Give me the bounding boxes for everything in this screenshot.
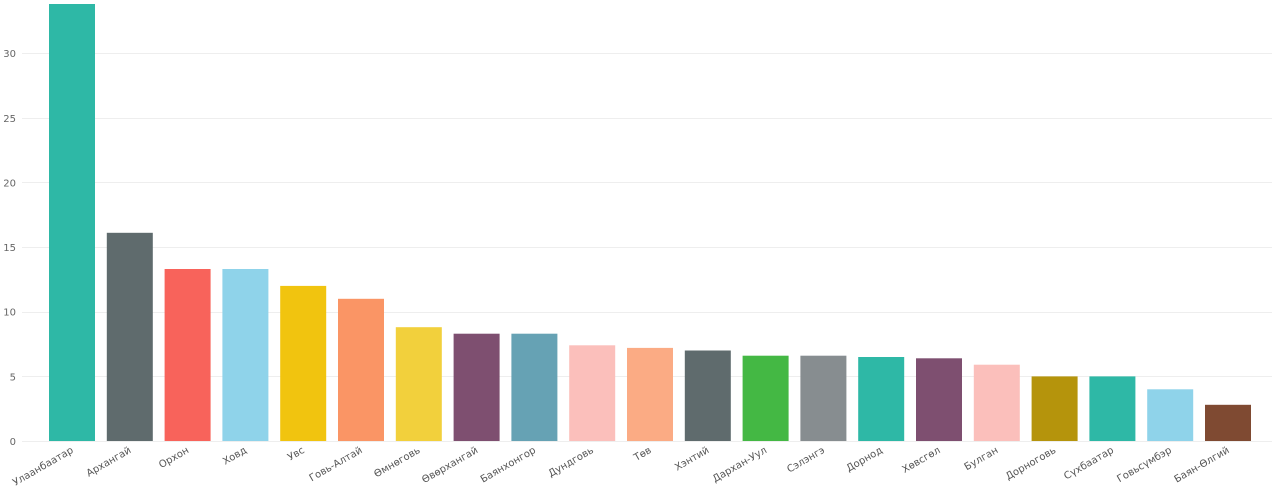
y-tick-label: 15 [3, 243, 16, 254]
bar[interactable] [569, 345, 616, 441]
x-category-label: Хэнтий [673, 445, 711, 473]
x-category-label: Өвөрхангай [420, 445, 480, 486]
y-tick-label: 10 [3, 308, 16, 319]
bar[interactable] [684, 350, 731, 442]
bars [49, 4, 1251, 441]
bar[interactable] [627, 347, 673, 441]
x-category-label: Говь-Алтай [308, 445, 365, 484]
x-category-label: Архангай [85, 445, 134, 479]
x-category-label: Улаанбаатар [11, 445, 75, 489]
x-category-label: Баян-Өлгий [1173, 445, 1232, 485]
x-category-label: Ховд [221, 445, 249, 467]
x-category-label: Өмнөговь [372, 445, 422, 480]
x-category-label: Булган [963, 445, 1001, 473]
y-tick-label: 20 [3, 178, 16, 189]
x-category-label: Төв [631, 445, 653, 464]
bar[interactable] [49, 4, 95, 441]
x-category-label: Дорноговь [1004, 445, 1058, 483]
bar[interactable] [800, 355, 847, 441]
bar[interactable] [858, 357, 905, 441]
x-axis-labels: Улаанбаатар Архангай Орхон Ховд Увс Говь-Алта… [11, 445, 1231, 489]
bar[interactable] [511, 333, 558, 441]
bar[interactable] [222, 269, 269, 441]
x-category-label: Увс [286, 445, 307, 463]
bar[interactable] [742, 355, 789, 441]
x-category-label: Баянхонгор [479, 445, 538, 485]
x-category-label: Говьсүмбэр [1115, 445, 1173, 485]
bar[interactable] [453, 333, 500, 441]
bar[interactable] [338, 298, 384, 441]
bar[interactable] [916, 358, 962, 441]
bar[interactable] [395, 327, 442, 441]
bar[interactable] [280, 285, 327, 441]
y-axis-ticks: 0 5 10 15 20 25 30 [3, 49, 16, 448]
x-category-label: Орхон [157, 445, 191, 471]
bar[interactable] [1147, 389, 1194, 441]
y-tick-label: 0 [10, 437, 16, 448]
y-tick-label: 25 [3, 114, 16, 125]
x-category-label: Хөвсгөл [901, 445, 943, 476]
bar[interactable] [1205, 404, 1251, 441]
x-category-label: Дорнод [845, 445, 885, 474]
bar[interactable] [1031, 376, 1078, 441]
x-category-label: Сэлэнгэ [785, 445, 827, 475]
y-tick-label: 30 [3, 49, 16, 60]
y-tick-label: 5 [10, 372, 16, 383]
bar[interactable] [973, 364, 1020, 441]
x-category-label: Дундговь [547, 445, 596, 480]
bar[interactable] [164, 269, 211, 441]
bar[interactable] [1089, 376, 1136, 441]
x-category-label: Сүхбаатар [1062, 445, 1116, 482]
bar[interactable] [106, 232, 153, 441]
x-category-label: Дархан-Уул [711, 445, 769, 485]
